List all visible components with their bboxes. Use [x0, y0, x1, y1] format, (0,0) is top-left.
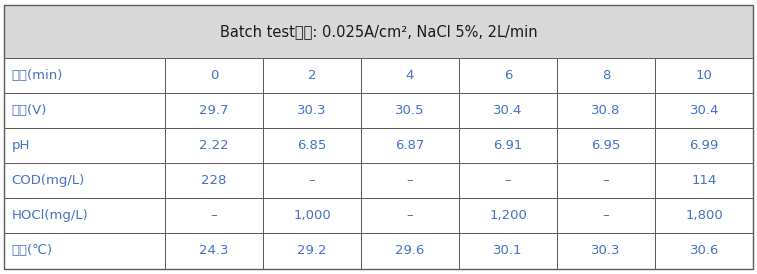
- Text: –: –: [407, 174, 413, 187]
- Bar: [4, 198, 165, 233]
- Text: 4: 4: [406, 69, 414, 82]
- Bar: [361, 163, 459, 198]
- Text: 30.4: 30.4: [494, 104, 523, 117]
- Bar: [655, 58, 753, 93]
- Bar: [4, 93, 165, 128]
- Text: 1,800: 1,800: [685, 209, 723, 222]
- Bar: [557, 198, 655, 233]
- Text: 시간(min): 시간(min): [11, 69, 63, 82]
- Text: –: –: [309, 174, 316, 187]
- Bar: [263, 93, 361, 128]
- Bar: [361, 233, 459, 269]
- Bar: [557, 163, 655, 198]
- Text: 29.2: 29.2: [298, 244, 327, 258]
- Text: 29.6: 29.6: [395, 244, 425, 258]
- Text: 0: 0: [210, 69, 218, 82]
- Bar: [4, 163, 165, 198]
- Bar: [4, 128, 165, 163]
- Text: pH: pH: [11, 139, 30, 152]
- Text: 6.87: 6.87: [395, 139, 425, 152]
- Bar: [361, 198, 459, 233]
- Text: 30.4: 30.4: [690, 104, 719, 117]
- Text: Batch test조건: 0.025A/cm², NaCl 5%, 2L/min: Batch test조건: 0.025A/cm², NaCl 5%, 2L/mi…: [220, 24, 537, 39]
- Bar: [655, 198, 753, 233]
- Text: 온도(℃): 온도(℃): [11, 244, 52, 258]
- Bar: [459, 93, 557, 128]
- Bar: [459, 58, 557, 93]
- Text: 1,000: 1,000: [293, 209, 331, 222]
- Text: –: –: [603, 209, 609, 222]
- Bar: [263, 233, 361, 269]
- Bar: [165, 163, 263, 198]
- Bar: [361, 128, 459, 163]
- Text: HOCl(mg/L): HOCl(mg/L): [11, 209, 88, 222]
- Text: 30.8: 30.8: [591, 104, 621, 117]
- Text: 6.95: 6.95: [591, 139, 621, 152]
- Text: 30.3: 30.3: [591, 244, 621, 258]
- Bar: [165, 128, 263, 163]
- Text: 114: 114: [691, 174, 717, 187]
- Text: –: –: [603, 174, 609, 187]
- Bar: [655, 163, 753, 198]
- Bar: [263, 198, 361, 233]
- Bar: [263, 163, 361, 198]
- Bar: [557, 128, 655, 163]
- Text: COD(mg/L): COD(mg/L): [11, 174, 85, 187]
- Text: –: –: [505, 174, 512, 187]
- Bar: [4, 5, 753, 58]
- Text: 30.1: 30.1: [494, 244, 523, 258]
- Bar: [165, 198, 263, 233]
- Text: 8: 8: [602, 69, 610, 82]
- Text: –: –: [210, 209, 217, 222]
- Bar: [459, 198, 557, 233]
- Text: 29.7: 29.7: [199, 104, 229, 117]
- Text: 30.6: 30.6: [690, 244, 719, 258]
- Bar: [655, 93, 753, 128]
- Text: 30.5: 30.5: [395, 104, 425, 117]
- Bar: [459, 128, 557, 163]
- Text: 24.3: 24.3: [199, 244, 229, 258]
- Bar: [165, 93, 263, 128]
- Bar: [459, 163, 557, 198]
- Bar: [263, 58, 361, 93]
- Text: 전압(V): 전압(V): [11, 104, 47, 117]
- Text: 30.3: 30.3: [298, 104, 327, 117]
- Text: 1,200: 1,200: [489, 209, 527, 222]
- Bar: [361, 93, 459, 128]
- Text: 6.91: 6.91: [494, 139, 523, 152]
- Text: –: –: [407, 209, 413, 222]
- Bar: [459, 233, 557, 269]
- Bar: [361, 58, 459, 93]
- Bar: [557, 233, 655, 269]
- Bar: [557, 93, 655, 128]
- Bar: [655, 233, 753, 269]
- Text: 10: 10: [696, 69, 712, 82]
- Text: 6.85: 6.85: [298, 139, 327, 152]
- Bar: [165, 58, 263, 93]
- Bar: [557, 58, 655, 93]
- Text: 2.22: 2.22: [199, 139, 229, 152]
- Bar: [165, 233, 263, 269]
- Bar: [263, 128, 361, 163]
- Text: 6.99: 6.99: [690, 139, 719, 152]
- Text: 2: 2: [308, 69, 316, 82]
- Text: 6: 6: [504, 69, 512, 82]
- Bar: [4, 58, 165, 93]
- Text: 228: 228: [201, 174, 226, 187]
- Bar: [655, 128, 753, 163]
- Bar: [4, 233, 165, 269]
